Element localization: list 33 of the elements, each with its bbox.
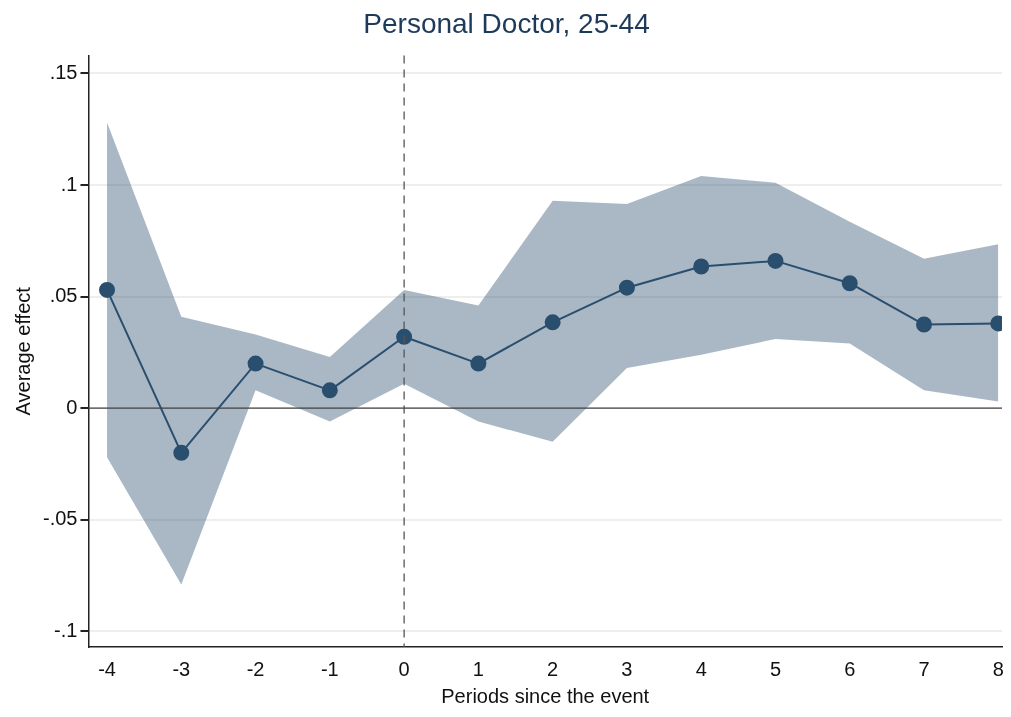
x-tick-label: 7 (918, 657, 930, 680)
y-tick-label: .05 (49, 284, 78, 307)
y-tick-label: -.1 (54, 618, 78, 641)
point (470, 355, 487, 372)
x-tick-label: -1 (320, 657, 339, 680)
x-tick-label: 5 (769, 657, 782, 680)
point (767, 252, 784, 269)
x-tick-label: 0 (398, 657, 410, 680)
x-tick-label: 1 (472, 657, 484, 680)
point (693, 258, 710, 275)
x-tick-label: -2 (246, 657, 265, 680)
point (99, 281, 116, 298)
y-axis-title: Average effect (11, 286, 34, 416)
x-tick-label: 6 (844, 657, 856, 680)
y-tick-label: .15 (49, 60, 78, 83)
x-axis-title: Periods since the event (441, 684, 650, 707)
chart-title: Personal Doctor, 25-44 (363, 7, 650, 39)
y-tick-label: .1 (60, 172, 78, 195)
x-tick-label: 3 (621, 657, 633, 680)
x-tick-label: 2 (547, 657, 559, 680)
y-tick-label: 0 (66, 395, 78, 418)
x-tick-label: -4 (98, 657, 116, 680)
point (841, 275, 858, 292)
x-tick-label: -3 (172, 657, 191, 680)
x-tick-label: 4 (695, 657, 707, 680)
point (247, 355, 264, 372)
x-tick-label: 8 (992, 657, 1004, 680)
point (916, 316, 933, 333)
point (544, 314, 561, 331)
point (618, 279, 635, 296)
point (321, 382, 338, 399)
point (173, 444, 190, 461)
y-tick-label: -.05 (42, 507, 78, 530)
